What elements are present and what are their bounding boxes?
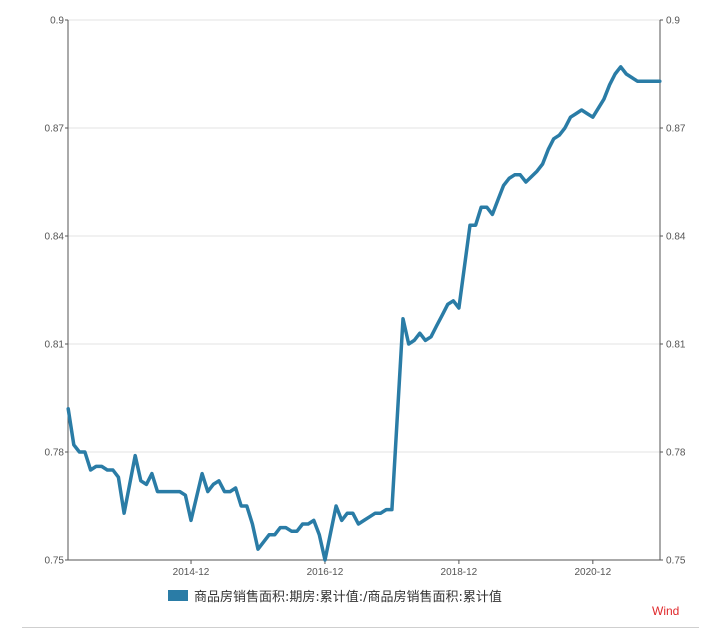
y-tick-label-right: 0.87 <box>666 124 686 135</box>
y-tick-label-right: 0.75 <box>666 556 686 567</box>
legend-swatch <box>168 590 188 601</box>
y-tick-label-right: 0.78 <box>666 448 686 459</box>
x-tick-label: 2018-12 <box>441 567 478 578</box>
bottom-divider <box>22 627 699 628</box>
legend: 商品房销售面积:期房:累计值:/商品房销售面积:累计值 <box>168 586 502 605</box>
y-tick-label-left: 0.81 <box>45 340 65 351</box>
x-tick-label: 2014-12 <box>173 567 210 578</box>
y-tick-label-left: 0.84 <box>45 232 65 243</box>
x-tick-label: 2016-12 <box>307 567 344 578</box>
y-tick-label-left: 0.9 <box>50 16 64 27</box>
y-tick-label-left: 0.75 <box>45 556 65 567</box>
source-label: Wind <box>652 604 680 618</box>
series-line <box>66 65 662 562</box>
y-tick-label-right: 0.81 <box>666 340 686 351</box>
y-tick-label-right: 0.84 <box>666 232 686 243</box>
legend-label: 商品房销售面积:期房:累计值:/商品房销售面积:累计值 <box>194 590 502 605</box>
y-tick-label-left: 0.87 <box>45 124 65 135</box>
y-tick-label-left: 0.78 <box>45 448 65 459</box>
x-tick-label: 2020-12 <box>574 567 611 578</box>
y-tick-label-right: 0.9 <box>666 16 680 27</box>
